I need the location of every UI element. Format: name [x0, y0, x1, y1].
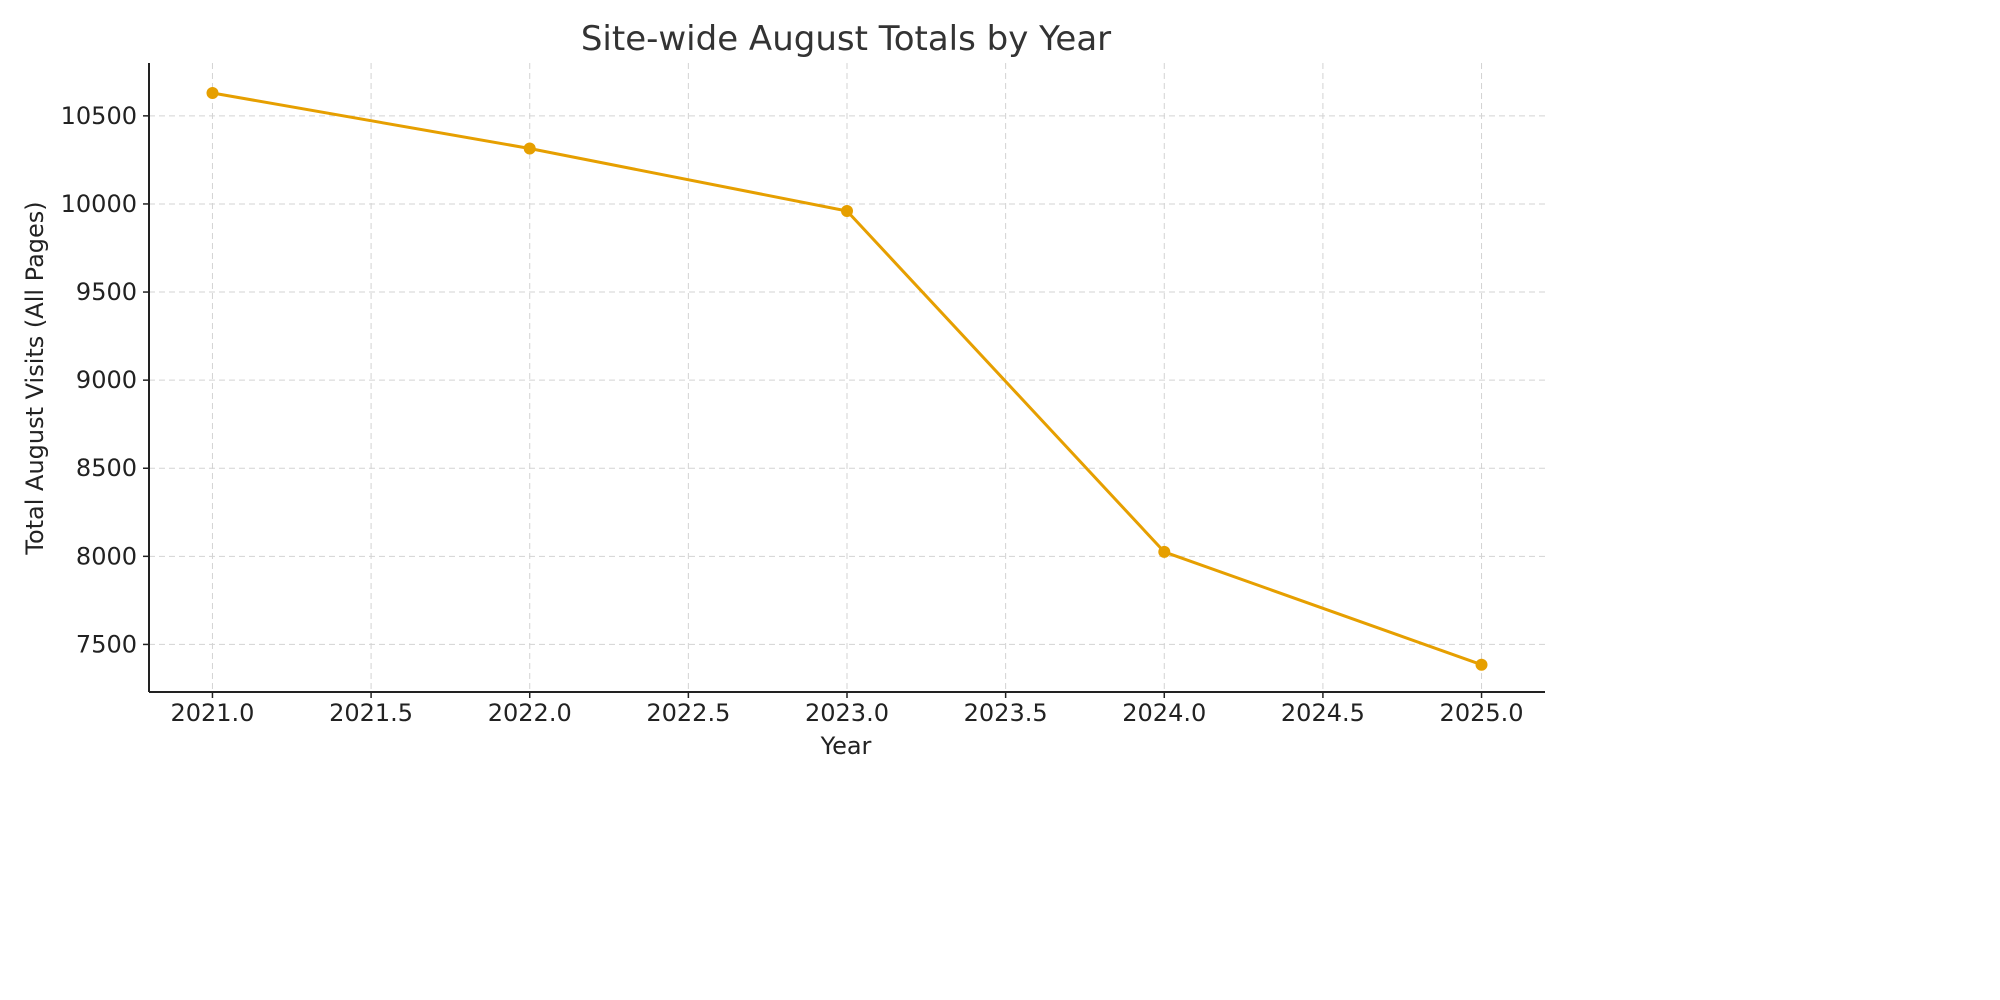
data-point	[841, 205, 853, 217]
data-point	[523, 142, 536, 155]
x-axis-label: Year	[820, 732, 872, 760]
x-tick-label: 2025.0	[1440, 699, 1524, 727]
grid	[149, 63, 1545, 692]
y-tick-label: 10500	[61, 102, 137, 130]
x-tick-label: 2024.5	[1281, 699, 1365, 727]
x-tick-label: 2021.5	[329, 699, 413, 727]
x-tick-label: 2021.0	[170, 699, 254, 727]
y-tick-label: 7500	[76, 630, 137, 658]
x-tick-label: 2023.0	[805, 699, 889, 727]
y-ticks: 7500 8000 8500 9000 9500 10000 10500	[61, 102, 149, 658]
chart-title: Site-wide August Totals by Year	[581, 19, 1111, 59]
y-tick-label: 9000	[76, 366, 137, 394]
line-chart: 2021.0 2021.5 2022.0 2022.5 2023.0 2023.5 2024…	[21, 19, 1545, 760]
y-tick-label: 8500	[76, 454, 137, 482]
y-tick-label: 9500	[76, 278, 137, 306]
y-tick-label: 10000	[61, 190, 137, 218]
x-tick-label: 2024.0	[1122, 699, 1206, 727]
x-tick-label: 2022.0	[488, 699, 572, 727]
x-ticks: 2021.0 2021.5 2022.0 2022.5 2023.0 2023.5 2024…	[170, 692, 1524, 727]
y-tick-label: 8000	[76, 542, 137, 570]
y-axis-label: Total August Visits (All Pages)	[21, 201, 49, 555]
series	[206, 87, 1488, 671]
data-point	[1475, 658, 1488, 671]
data-point	[206, 87, 219, 99]
x-tick-label: 2022.5	[646, 699, 730, 727]
x-tick-label: 2023.5	[964, 699, 1048, 727]
data-point	[1158, 545, 1171, 558]
